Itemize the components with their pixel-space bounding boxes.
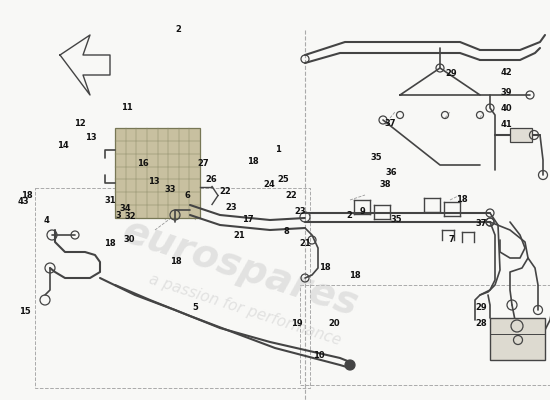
Text: 13: 13: [148, 178, 160, 186]
Bar: [115, 128, 200, 218]
Text: 35: 35: [390, 215, 402, 224]
Bar: [490, 318, 545, 360]
Text: 18: 18: [104, 239, 116, 248]
Text: 26: 26: [206, 175, 218, 184]
Text: 43: 43: [18, 198, 30, 206]
Text: 30: 30: [124, 235, 135, 244]
Text: 20: 20: [328, 319, 340, 328]
Text: 16: 16: [137, 159, 149, 168]
Circle shape: [345, 360, 355, 370]
Text: a passion for performance: a passion for performance: [147, 272, 343, 348]
Text: 41: 41: [500, 120, 512, 129]
Bar: [35, 188, 310, 388]
Text: 18: 18: [349, 271, 361, 280]
Text: 5: 5: [192, 304, 198, 312]
Bar: [510, 128, 532, 142]
Text: 37: 37: [385, 119, 396, 128]
Text: 23: 23: [225, 204, 237, 212]
Text: 22: 22: [285, 192, 298, 200]
Text: 33: 33: [165, 186, 176, 194]
Text: 7: 7: [448, 236, 454, 244]
Text: 35: 35: [371, 154, 383, 162]
Text: 42: 42: [500, 68, 512, 77]
Text: 6: 6: [184, 192, 190, 200]
Text: 40: 40: [500, 104, 512, 113]
Text: 31: 31: [104, 196, 116, 205]
Text: eurospares: eurospares: [117, 212, 363, 324]
Text: 14: 14: [57, 142, 69, 150]
Text: 2: 2: [346, 211, 352, 220]
Text: 13: 13: [85, 134, 97, 142]
Text: 18: 18: [20, 191, 32, 200]
Text: 37: 37: [476, 219, 487, 228]
Text: 29: 29: [445, 70, 457, 78]
Text: 3: 3: [116, 212, 121, 220]
Text: 28: 28: [475, 319, 487, 328]
Text: 32: 32: [124, 212, 136, 221]
Text: 23: 23: [294, 207, 306, 216]
Text: 29: 29: [475, 303, 487, 312]
Text: 9: 9: [360, 208, 366, 216]
Text: 22: 22: [219, 188, 232, 196]
Bar: [300, 285, 550, 385]
Text: 1: 1: [275, 146, 280, 154]
Text: 8: 8: [283, 228, 289, 236]
Text: 18: 18: [318, 264, 331, 272]
Text: 21: 21: [299, 239, 311, 248]
Text: 19: 19: [291, 319, 303, 328]
Text: 17: 17: [241, 215, 254, 224]
Text: 39: 39: [500, 88, 512, 97]
Text: 10: 10: [313, 352, 325, 360]
Text: 2: 2: [176, 26, 182, 34]
Text: 24: 24: [263, 180, 276, 189]
Text: 27: 27: [197, 159, 210, 168]
Text: 12: 12: [74, 120, 86, 128]
Text: 4: 4: [44, 216, 50, 224]
Text: 38: 38: [379, 180, 390, 189]
Text: 18: 18: [456, 196, 468, 204]
Text: 18: 18: [170, 258, 182, 266]
Text: 15: 15: [19, 308, 31, 316]
Text: 21: 21: [233, 232, 245, 240]
Text: 36: 36: [386, 168, 398, 177]
Text: 18: 18: [247, 158, 259, 166]
Text: 25: 25: [277, 176, 289, 184]
Text: 34: 34: [119, 204, 131, 213]
Text: 11: 11: [120, 104, 133, 112]
